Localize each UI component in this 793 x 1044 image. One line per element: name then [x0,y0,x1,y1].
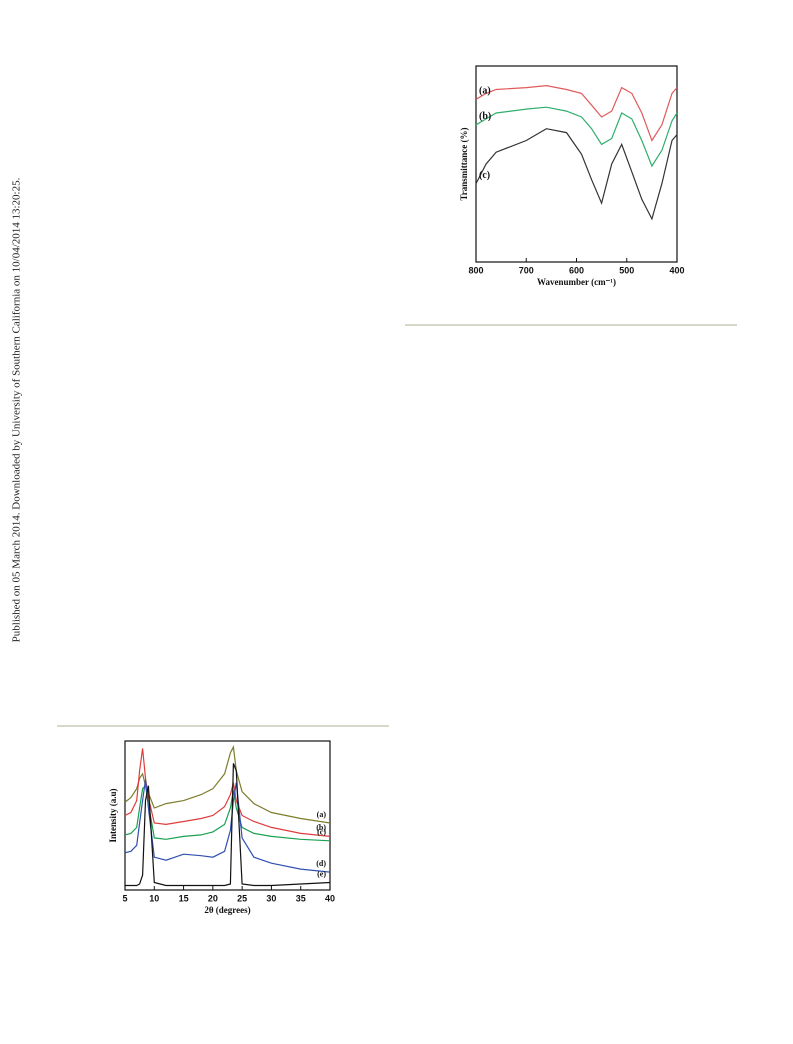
series-label: (b) [316,823,326,832]
series-label: (d) [316,859,326,868]
x-axis-label: 2θ (degrees) [204,905,250,915]
data-line [124,748,331,837]
series-label: (a) [479,86,491,97]
x-tick-label: 20 [208,893,218,903]
sidebar-text: Published on 05 March 2014. Downloaded b… [11,177,23,642]
plot-frame [475,65,678,263]
x-tick-label: 500 [619,265,634,275]
x-axis-label: Wavenumber (cm⁻¹) [537,277,616,287]
x-tick-label: 800 [468,265,483,275]
x-tick-label: 10 [149,893,159,903]
x-tick-label: 5 [122,893,127,903]
data-line [475,128,678,221]
x-tick-label: 600 [569,265,584,275]
data-line [124,744,331,824]
data-line [475,106,678,168]
data-line [124,784,331,842]
data-line [475,84,678,142]
x-tick-label: 25 [237,893,247,903]
data-line [124,779,331,873]
x-tick-label: 40 [325,893,335,903]
x-tick-label: 700 [519,265,534,275]
y-axis-label: Intensity (a.u) [108,788,118,842]
series-label: (b) [479,111,491,122]
x-tick-label: 400 [669,265,684,275]
y-axis-label: Transmittance (%) [459,127,469,200]
series-label: (c) [317,828,326,837]
x-tick-label: 35 [296,893,306,903]
series-label: (c) [479,170,490,181]
data-line [125,763,331,887]
series-label: (e) [317,869,326,878]
series-label: (a) [317,810,327,819]
x-tick-label: 15 [179,893,189,903]
x-tick-label: 30 [266,893,276,903]
